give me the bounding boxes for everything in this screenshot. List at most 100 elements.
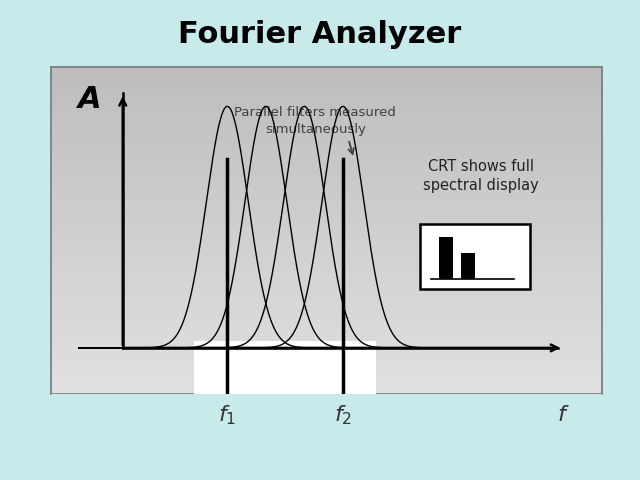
Bar [51,214,602,217]
Bar [51,381,602,384]
Bar [51,156,602,158]
Bar [51,136,602,139]
Bar [51,256,602,260]
Bar [51,237,602,240]
Bar [51,296,602,299]
Bar [51,260,602,263]
Bar [51,132,602,136]
Bar [51,354,602,358]
Bar [51,247,602,250]
Bar [51,250,602,253]
Bar [51,96,602,100]
Bar [51,139,602,142]
Bar [51,309,602,312]
Bar [461,253,475,279]
Bar [51,77,602,80]
Text: $f_1$: $f_1$ [218,404,236,427]
Bar [51,273,602,276]
Bar [51,377,602,381]
Bar [51,351,602,354]
Bar [51,243,602,247]
Bar [51,87,602,90]
Bar [51,67,602,71]
Bar [51,142,602,145]
Bar [51,107,602,109]
Bar [51,181,602,185]
Bar [51,338,602,341]
Bar [51,335,602,338]
Bar [51,322,602,325]
Bar [51,227,602,230]
Bar [51,240,602,243]
Bar [51,126,602,129]
Bar [51,230,602,234]
Bar [51,168,602,172]
Bar [195,341,376,394]
Bar [51,103,602,107]
Bar [51,224,602,227]
Text: CRT shows full
spectral display: CRT shows full spectral display [422,158,538,193]
Bar [51,325,602,328]
Bar [51,289,602,292]
Text: Parallel filters measured
simultaneously: Parallel filters measured simultaneously [234,107,396,136]
Bar [51,368,602,371]
Bar [51,100,602,103]
Bar [420,224,530,289]
Bar [51,279,602,283]
Bar [51,305,602,309]
Bar [51,358,602,361]
Bar [51,348,602,351]
Bar [51,84,602,87]
Bar [51,165,602,168]
Text: $f$: $f$ [557,406,570,425]
Bar [51,162,602,165]
Bar [51,371,602,374]
Bar [51,204,602,207]
Bar [51,312,602,315]
Bar [51,201,602,204]
Bar [51,175,602,178]
Bar [51,90,602,93]
Bar [51,191,602,194]
Bar [51,374,602,377]
Bar [51,390,602,394]
Bar [51,152,602,156]
Bar [51,116,602,120]
Bar [51,80,602,84]
Bar [51,319,602,322]
Bar [51,158,602,162]
Bar [51,302,602,305]
Bar [51,123,602,126]
Bar [51,361,602,364]
Text: $f_2$: $f_2$ [334,404,352,427]
Bar [51,234,602,237]
Bar [51,384,602,387]
Bar [51,345,602,348]
Bar [51,207,602,211]
Bar [51,113,602,116]
Bar [51,328,602,332]
Bar [51,185,602,188]
Bar [51,270,602,273]
Bar [51,93,602,96]
Bar [51,149,602,152]
Bar [51,364,602,368]
Bar [51,145,602,149]
Bar [51,172,602,175]
Bar [51,286,602,289]
Bar [51,71,602,74]
Bar [51,221,602,224]
Bar [51,188,602,191]
Bar [51,109,602,113]
Bar [439,237,453,279]
Bar [51,211,602,214]
Text: A: A [78,85,102,114]
Bar [51,332,602,335]
Bar [51,217,602,221]
Bar [51,299,602,302]
Bar [51,178,602,181]
Bar [51,74,602,77]
Bar [51,292,602,296]
Bar [51,129,602,132]
Bar [51,263,602,266]
